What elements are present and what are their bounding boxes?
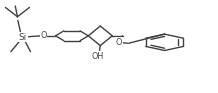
Text: O: O <box>40 31 47 40</box>
Text: O: O <box>116 38 122 47</box>
Text: Si: Si <box>19 33 27 42</box>
Text: OH: OH <box>92 52 104 61</box>
